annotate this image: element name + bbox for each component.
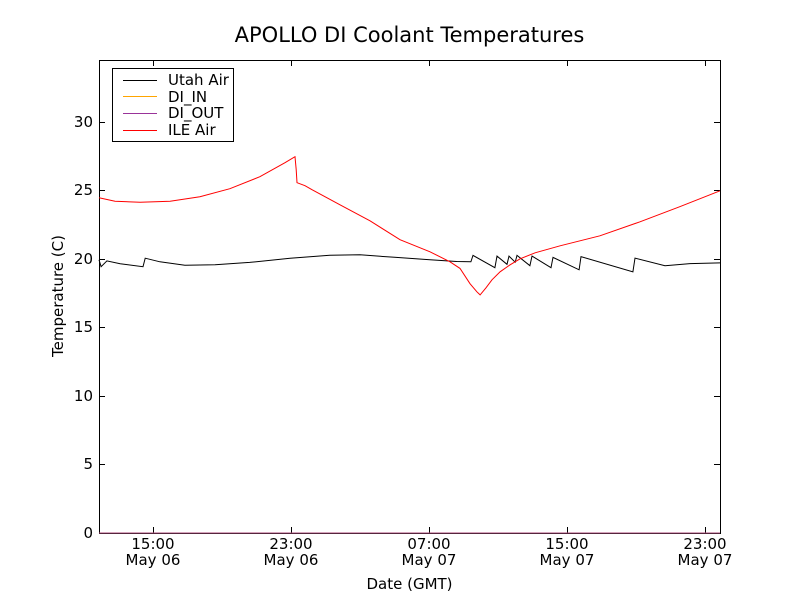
series-line-ile-air bbox=[98, 155, 721, 296]
legend-line-swatch bbox=[123, 79, 157, 81]
y-tick-label: 20 bbox=[73, 249, 93, 268]
x-tick-label: 15:00 May 06 bbox=[108, 535, 198, 569]
series-line-utah-air bbox=[98, 254, 721, 273]
x-tick-time: 07:00 bbox=[407, 535, 451, 553]
x-tick-label: 07:00 May 07 bbox=[384, 535, 474, 569]
x-tick-label: 15:00 May 07 bbox=[522, 535, 612, 569]
legend-label: DI_IN bbox=[168, 87, 208, 106]
y-tick-label: 10 bbox=[73, 386, 93, 405]
y-tick-label: 25 bbox=[73, 181, 93, 200]
y-tick-label: 5 bbox=[83, 455, 93, 474]
legend-line-swatch bbox=[123, 112, 157, 114]
chart-title: APOLLO DI Coolant Temperatures bbox=[234, 23, 585, 47]
x-tick-date: May 07 bbox=[677, 550, 733, 569]
x-tick-label: 23:00 May 07 bbox=[660, 535, 750, 569]
legend-label: Utah Air bbox=[168, 71, 229, 90]
x-tick-date: May 06 bbox=[263, 550, 319, 569]
y-tick-label: 30 bbox=[73, 112, 93, 131]
x-tick-time: 15:00 bbox=[545, 535, 589, 553]
legend-item: ILE Air bbox=[123, 122, 233, 139]
legend-label: ILE Air bbox=[168, 121, 216, 140]
x-tick-label: 23:00 May 06 bbox=[246, 535, 336, 569]
x-tick-time: 15:00 bbox=[131, 535, 175, 553]
legend-line-swatch bbox=[123, 96, 157, 98]
y-tick-label: 0 bbox=[83, 524, 93, 542]
legend-item: Utah Air bbox=[123, 72, 233, 89]
y-tick-label: 15 bbox=[73, 318, 93, 337]
x-tick-date: May 07 bbox=[401, 550, 457, 569]
legend-item: DI_OUT bbox=[123, 105, 233, 122]
legend-label: DI_OUT bbox=[168, 104, 224, 123]
x-tick-date: May 06 bbox=[125, 550, 181, 569]
x-axis-label: Date (GMT) bbox=[366, 575, 453, 593]
legend-line-swatch bbox=[123, 129, 157, 131]
x-tick-time: 23:00 bbox=[683, 535, 727, 553]
x-tick-date: May 07 bbox=[539, 550, 595, 569]
legend-box: Utah Air DI_IN DI_OUT ILE Air bbox=[112, 68, 234, 142]
x-tick-time: 23:00 bbox=[269, 535, 313, 553]
legend-item: DI_IN bbox=[123, 89, 233, 106]
